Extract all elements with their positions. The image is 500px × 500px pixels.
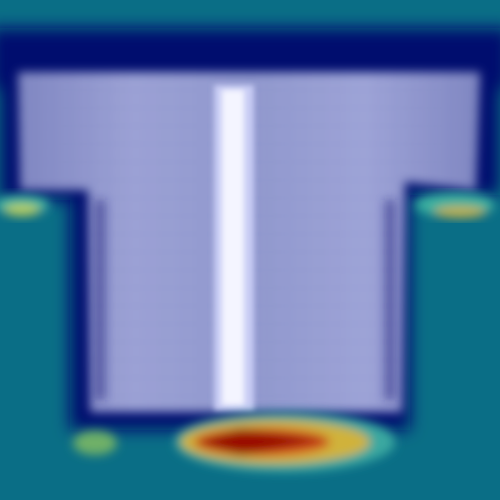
- center-seam: [214, 85, 254, 410]
- activation-hotspot: [73, 412, 395, 472]
- shirt-folds: [95, 200, 395, 400]
- shoulder-accents: [0, 193, 495, 218]
